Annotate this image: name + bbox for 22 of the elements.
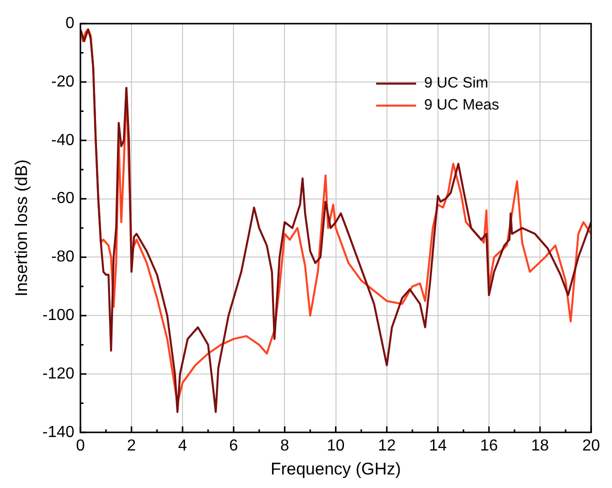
x-tick-label: 14 — [429, 437, 447, 454]
x-tick-label: 16 — [480, 437, 498, 454]
x-tick-label: 6 — [229, 437, 238, 454]
x-tick-label: 2 — [127, 437, 136, 454]
y-tick-label: -80 — [51, 248, 75, 266]
legend-label: 9 UC Sim — [424, 74, 488, 92]
y-tick-label: -40 — [51, 132, 75, 149]
x-axis-title: Frequency (GHz) — [270, 459, 401, 478]
y-tick-label: 0 — [66, 15, 75, 32]
x-tick-label: 20 — [582, 437, 600, 454]
y-tick-label: -60 — [51, 190, 75, 208]
y-tick-label: -100 — [42, 307, 75, 324]
y-tick-label: -120 — [42, 365, 75, 382]
x-tick-label: 8 — [280, 437, 290, 454]
x-tick-label: 4 — [178, 437, 188, 454]
x-tick-label: 10 — [326, 437, 345, 454]
x-tick-label: 12 — [378, 437, 396, 454]
x-tick-label: 18 — [531, 437, 550, 454]
y-tick-label: -140 — [42, 424, 75, 441]
legend-label: 9 UC Meas — [424, 96, 500, 114]
y-tick-label: -20 — [51, 73, 75, 90]
y-axis-title: Insertion loss (dB) — [12, 160, 31, 296]
